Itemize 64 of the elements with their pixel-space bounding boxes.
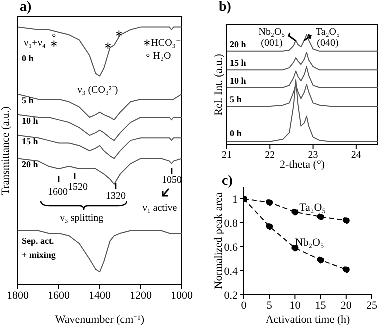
x-tick-label: 1200 — [130, 290, 152, 302]
annotation: ∗ — [104, 41, 112, 52]
text: 0 h — [22, 53, 34, 64]
x-tick-label: 15 — [315, 300, 327, 312]
annotation: ∗HCO₃⁻ — [143, 38, 181, 50]
point — [342, 217, 350, 224]
x-tick-label: 1000 — [171, 290, 194, 302]
point — [266, 199, 274, 206]
annotation: ∗ — [50, 39, 58, 50]
annotation: Nb₂O₅ (001) — [258, 27, 286, 50]
y-tick-label: 0.4 — [224, 266, 238, 278]
point — [317, 256, 324, 264]
annotation: ν₁+ν₄ — [24, 38, 46, 50]
x-axis-title: Activation time (h) — [266, 314, 350, 325]
x-tick-label: 1800 — [7, 290, 30, 302]
annotation: ν₃ splitting — [60, 213, 104, 224]
annotation: 1320 — [106, 191, 126, 202]
annotation: ∗ — [115, 29, 123, 40]
y-tick-label: 0.2 — [224, 290, 238, 302]
x-tick-label: 10 — [290, 300, 302, 312]
y-tick-label: 0.6 — [224, 242, 238, 254]
series-label: 20 h — [22, 160, 38, 170]
y-axis-title: Rel. Int. (a.u.) — [212, 54, 225, 116]
annotation: ν₃ (CO₃²⁻) — [78, 85, 118, 96]
y-tick-label: 0.8 — [224, 218, 238, 230]
annotation: Ta₂O₅ (040) — [316, 27, 340, 50]
x-tick-label: 25 — [366, 300, 378, 312]
x-axis-title: Wavenumber (cm⁻¹) — [55, 314, 145, 325]
y-tick-label: 1 — [232, 194, 238, 206]
series-label: 15 h — [230, 58, 246, 68]
series-label: 10 h — [230, 76, 246, 86]
chart-title: a) — [20, 0, 32, 16]
x-axis-title: 2-theta (°) — [280, 159, 326, 171]
y-axis-title: Transmittance (a.u.) — [0, 106, 12, 196]
x-tick-label: 1400 — [89, 290, 112, 302]
series-label: Sep. act. + mixing — [22, 236, 56, 260]
x-tick-label: 22 — [265, 150, 276, 162]
annotation: 1050 — [162, 175, 182, 186]
series-label: 0 h — [230, 128, 242, 139]
x-tick-label: 24 — [351, 150, 362, 162]
series-label: 5 h — [22, 95, 34, 106]
y-axis-title: Normalized peak area — [212, 192, 225, 290]
series-label: Nb₂O₅ — [295, 236, 324, 249]
annotation: ∘ H₂O — [144, 51, 172, 62]
point — [266, 223, 274, 230]
x-tick-label: 23 — [308, 150, 318, 162]
x-tick-label: 20 — [340, 300, 352, 312]
series-label: 5 h — [230, 94, 242, 105]
x-tick-label: 1600 — [48, 290, 70, 302]
chart-title: c) — [222, 174, 233, 190]
annotation: 1600 — [48, 187, 68, 198]
chart-title: b) — [219, 0, 232, 16]
x-tick-label: 0 — [241, 300, 248, 312]
series-label: 20 h — [230, 39, 246, 50]
series-label: 10 h — [22, 116, 38, 126]
series-label: 15 h — [22, 136, 38, 147]
x-tick-label: 21 — [222, 150, 232, 162]
x-tick-label: 5 — [266, 300, 273, 312]
annotation: 1520 — [68, 182, 88, 194]
series-label: Ta₂O₅ — [300, 202, 326, 214]
point — [342, 266, 350, 274]
point — [292, 208, 299, 216]
annotation: ν₁ active — [142, 203, 178, 214]
point — [317, 214, 324, 220]
